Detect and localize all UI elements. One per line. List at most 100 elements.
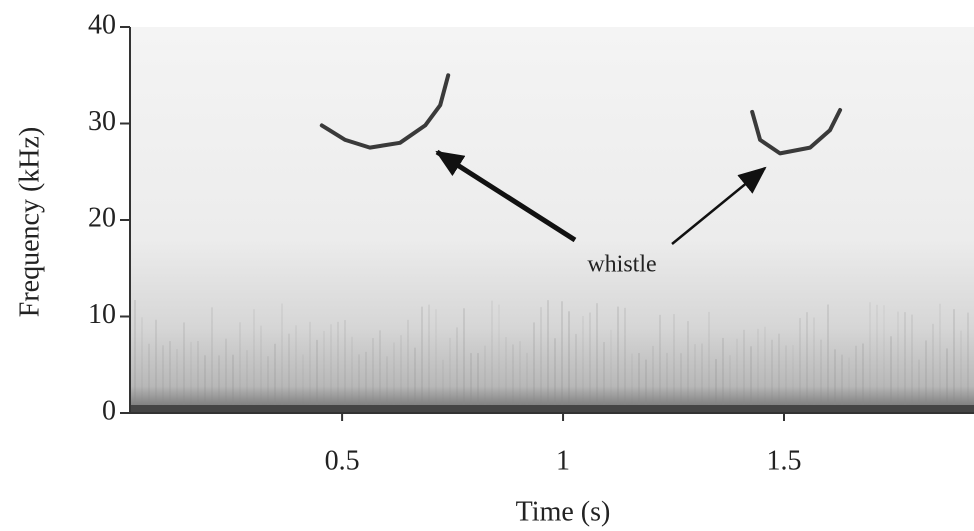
noise-streak — [148, 343, 150, 413]
x-tick-label: 0.5 — [325, 445, 360, 476]
noise-streak — [939, 303, 941, 413]
noise-streak — [232, 354, 234, 413]
noise-streak — [876, 304, 878, 413]
noise-streak — [904, 312, 906, 413]
noise-streak — [442, 359, 444, 413]
noise-streak — [477, 353, 479, 413]
noise-streak — [708, 311, 710, 413]
noise-streak — [246, 350, 248, 413]
y-axis-title: Frequency (kHz) — [14, 127, 45, 317]
noise-streak — [757, 328, 759, 413]
noise-streak — [470, 353, 472, 413]
noise-streak — [687, 321, 689, 413]
noise-streak — [673, 314, 675, 413]
noise-streak — [869, 302, 871, 413]
noise-streak — [750, 346, 752, 413]
noise-streak — [197, 341, 199, 413]
noise-streak — [813, 317, 815, 413]
arrow — [671, 166, 767, 245]
noise-streak — [771, 339, 773, 413]
noise-streak — [967, 312, 969, 413]
y-tick-label: 20 — [88, 202, 116, 233]
noise-streak — [792, 345, 794, 413]
noise-streak — [736, 338, 738, 413]
noise-streak — [841, 354, 843, 413]
noise-streak — [176, 349, 178, 413]
noise-streak — [449, 337, 451, 413]
noise-streak — [799, 317, 801, 413]
noise-streak — [624, 307, 626, 413]
noise-streak — [134, 300, 136, 413]
noise-streak — [393, 342, 395, 413]
noise-streak — [575, 333, 577, 413]
noise-streak — [407, 319, 409, 413]
noise-streak — [274, 343, 276, 413]
noise-streak — [778, 333, 780, 413]
noise-streak — [603, 342, 605, 413]
noise-streak — [344, 319, 346, 413]
noise-streak — [890, 336, 892, 413]
noise-streak — [183, 322, 185, 413]
noise-streak — [617, 306, 619, 413]
noise-streak — [680, 353, 682, 413]
noise-streak — [288, 333, 290, 413]
noise-streak — [610, 329, 612, 413]
noise-streak — [372, 338, 374, 413]
noise-streak — [267, 356, 269, 413]
noise-streak — [302, 354, 304, 413]
noise-streak — [946, 348, 948, 413]
noise-streak — [505, 337, 507, 413]
noise-streak — [358, 354, 360, 413]
noise-streak — [309, 321, 311, 413]
noise-streak — [260, 325, 262, 413]
noise-streak — [295, 325, 297, 413]
noise-streak — [722, 337, 724, 413]
noise-streak — [729, 355, 731, 413]
y-tick-label: 40 — [88, 9, 116, 40]
noise-streak — [645, 359, 647, 413]
noise-streak — [225, 338, 227, 413]
noise-streak — [351, 336, 353, 413]
noise-streak — [925, 340, 927, 413]
noise-streak — [883, 305, 885, 413]
spectrogram-noise — [134, 300, 969, 413]
noise-streak — [463, 308, 465, 413]
noise-streak — [638, 352, 640, 413]
noise-streak — [337, 321, 339, 413]
noise-streak — [897, 311, 899, 413]
noise-streak — [540, 307, 542, 413]
noise-streak — [155, 319, 157, 413]
noise-streak — [631, 353, 633, 413]
noise-streak — [526, 352, 528, 413]
noise-streak — [652, 345, 654, 413]
noise-streak — [421, 306, 423, 413]
x-tick-label: 1 — [556, 445, 570, 476]
noise-streak — [512, 344, 514, 413]
whistle-contour — [319, 73, 451, 150]
noise-streak — [820, 339, 822, 413]
noise-streak — [316, 339, 318, 413]
y-tick-label: 10 — [88, 299, 116, 330]
y-tick-label: 0 — [102, 395, 116, 426]
noise-streak — [596, 303, 598, 413]
noise-streak — [218, 355, 220, 413]
whistle-contour — [750, 108, 843, 156]
noise-streak — [953, 309, 955, 413]
noise-streak — [379, 330, 381, 413]
noise-streak — [211, 307, 213, 413]
noise-streak — [827, 304, 829, 413]
noise-streak — [554, 338, 556, 413]
noise-streak — [785, 345, 787, 413]
noise-streak — [519, 341, 521, 413]
noise-streak — [764, 326, 766, 413]
noise-streak — [694, 344, 696, 413]
noise-streak — [666, 352, 668, 413]
x-axis-title: Time (s) — [516, 496, 611, 527]
noise-streak — [848, 357, 850, 413]
noise-streak — [330, 324, 332, 413]
noise-streak — [855, 345, 857, 413]
noise-streak — [911, 314, 913, 413]
noise-streak — [743, 329, 745, 413]
noise-streak — [400, 335, 402, 413]
